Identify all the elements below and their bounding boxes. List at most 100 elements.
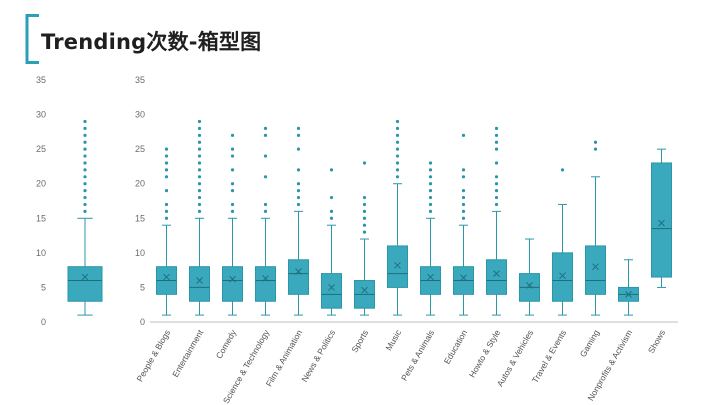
y-tick-label: 35 [135, 75, 145, 85]
outlier-point [164, 147, 169, 151]
outlier-point [230, 133, 235, 137]
outlier-point [197, 168, 202, 172]
outlier-point [461, 133, 466, 137]
outlier-point [329, 168, 334, 172]
y-tick-label: 35 [36, 75, 46, 85]
outlier-point [296, 202, 301, 207]
outlier-point [83, 133, 87, 137]
x-category-label: Travel & Events [530, 328, 569, 385]
y-tick-label: 5 [140, 282, 145, 292]
outlier-point [230, 168, 235, 172]
outlier-point [83, 147, 87, 151]
mean-marker [328, 284, 335, 291]
outlier-point [428, 175, 433, 179]
outlier-point [395, 133, 400, 137]
outlier-point [428, 189, 433, 193]
y-tick-label: 30 [135, 110, 145, 120]
mean-marker [625, 290, 632, 298]
outlier-point [83, 140, 87, 144]
outlier-point [230, 209, 235, 213]
outlier-point [230, 154, 235, 158]
outlier-point [164, 189, 169, 193]
outlier-point [164, 216, 169, 220]
y-tick-label: 10 [135, 248, 145, 258]
outlier-point [83, 209, 87, 213]
outlier-point [461, 209, 466, 213]
title-bracket-decoration [25, 14, 39, 64]
outlier-point [164, 154, 169, 158]
outlier-point [296, 126, 301, 130]
y-tick-label: 20 [36, 179, 46, 189]
outlier-point [197, 133, 202, 137]
box-iqr [486, 259, 507, 295]
outlier-point [395, 140, 400, 144]
box-iqr [387, 245, 408, 288]
outlier-point [83, 202, 87, 207]
mean-marker [658, 219, 665, 227]
outlier-point [560, 168, 565, 172]
x-category-label: Comedy [214, 327, 239, 360]
outlier-point [329, 195, 334, 200]
x-category-label: Entertainment [170, 327, 205, 378]
y-tick-label: 0 [41, 317, 46, 327]
y-tick-label: 10 [36, 248, 46, 258]
outlier-point [494, 147, 499, 151]
outlier-point [593, 147, 598, 151]
outlier-point [263, 202, 268, 207]
outlier-point [197, 189, 202, 193]
box-iqr [288, 259, 309, 295]
y-tick-label: 20 [135, 179, 145, 189]
mean-marker [196, 277, 203, 284]
outlier-point [428, 202, 433, 207]
outlier-point [428, 209, 433, 213]
y-tick-label: 25 [135, 144, 145, 154]
outlier-point [461, 189, 466, 193]
y-tick-label: 15 [36, 213, 46, 223]
mean-marker [493, 270, 500, 277]
outlier-point [494, 133, 499, 137]
y-tick-label: 25 [36, 144, 46, 154]
outlier-point [83, 189, 87, 193]
mean-marker [592, 263, 599, 271]
outlier-point [428, 161, 433, 165]
box-iqr [255, 266, 276, 302]
outlier-point [494, 126, 499, 130]
y-tick-label: 15 [135, 213, 145, 223]
outlier-point [296, 195, 301, 200]
outlier-point [494, 175, 499, 179]
outlier-point [362, 195, 367, 200]
outlier-point [461, 175, 466, 179]
outlier-point [428, 168, 433, 172]
outlier-point [197, 202, 202, 207]
outlier-point [362, 216, 367, 220]
outlier-point [395, 161, 400, 165]
outlier-point [395, 147, 400, 151]
mean-marker [229, 275, 236, 283]
outlier-point [428, 182, 433, 186]
x-category-label: Gaming [578, 328, 602, 359]
box-iqr [585, 245, 606, 295]
outlier-point [461, 202, 466, 207]
outlier-point [329, 216, 334, 220]
outlier-point [83, 195, 87, 200]
outlier-point [83, 119, 87, 124]
outlier-point [263, 154, 268, 158]
outlier-point [197, 154, 202, 158]
y-tick-label: 30 [36, 110, 46, 120]
outlier-point [461, 168, 466, 172]
outlier-point [197, 161, 202, 165]
outlier-point [593, 140, 598, 144]
outlier-point [362, 223, 367, 227]
outlier-point [296, 189, 301, 193]
page-title: Trending次数-箱型图 [41, 30, 262, 54]
outlier-point [296, 182, 301, 186]
box-iqr [67, 266, 103, 302]
outlier-point [494, 140, 499, 144]
outlier-point [197, 175, 202, 179]
box-iqr [552, 252, 573, 302]
x-category-label: People & Blogs [135, 328, 173, 383]
outlier-point [197, 147, 202, 151]
outlier-point [362, 230, 367, 234]
outlier-point [461, 195, 466, 200]
outlier-point [83, 154, 87, 158]
